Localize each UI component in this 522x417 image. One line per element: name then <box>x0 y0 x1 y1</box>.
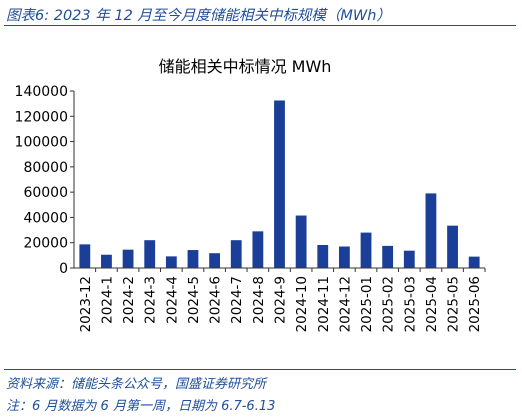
source-note: 资料来源：储能头条公众号，国盛证券研究所 <box>6 377 267 392</box>
title-rule <box>4 25 516 26</box>
bar <box>317 244 329 268</box>
bars-group <box>79 100 480 268</box>
y-axis: 0 20000 40000 60000 80000 100000 120000 140000 <box>15 84 75 277</box>
x-tick-label: 2024-3 <box>143 276 159 324</box>
x-tick-label: 2024-11 <box>316 276 332 332</box>
x-tick-label: 2025-03 <box>402 276 418 332</box>
bar <box>274 100 285 268</box>
y-tick-label: 120000 <box>15 109 68 125</box>
x-tick-label: 2024-4 <box>164 276 180 324</box>
data-remark: 注：6 月数据为 6 月第一周，日期为 6.7-6.13 <box>6 399 276 414</box>
bar <box>360 232 372 268</box>
x-tick-label: 2024-5 <box>186 276 202 324</box>
x-tick-label: 2024-7 <box>229 276 245 324</box>
bar <box>122 249 134 268</box>
bar <box>101 254 112 268</box>
x-tick-label: 2025-02 <box>381 276 397 332</box>
x-tick-label: 2024-12 <box>337 276 353 332</box>
y-tick-label: 20000 <box>23 236 68 252</box>
bar <box>382 245 394 268</box>
y-tick-label: 60000 <box>23 185 68 201</box>
y-tick-label: 40000 <box>23 210 68 226</box>
y-tick-label: 80000 <box>23 160 68 176</box>
y-tick-label: 140000 <box>15 84 68 100</box>
x-tick-label: 2025-01 <box>359 276 375 332</box>
x-tick-label: 2025-05 <box>446 276 462 332</box>
x-axis: 2023-12 2024-1 2024-2 2024-3 2024-4 2024-5 202… <box>74 267 486 332</box>
bar <box>230 240 242 268</box>
bar <box>79 244 91 268</box>
figure-title: 图表6: 2023 年 12 月至今月度储能相关中标规模（MWh） <box>6 8 391 24</box>
x-tick-label: 2023-12 <box>78 276 94 332</box>
x-tick-label: 2024-1 <box>99 276 115 324</box>
chart-title: 储能相关中标情况 MWh <box>159 57 332 76</box>
bar <box>187 250 199 268</box>
x-tick-label: 2024-2 <box>121 276 137 324</box>
bar <box>295 215 307 268</box>
x-tick-label: 2024-10 <box>294 276 310 332</box>
bar <box>165 256 177 268</box>
y-tick-label: 0 <box>59 261 68 277</box>
bar <box>252 231 264 268</box>
bar <box>447 225 458 268</box>
bar <box>403 250 415 268</box>
x-tick-label: 2024-6 <box>208 276 224 324</box>
bar <box>209 253 221 268</box>
y-tick-label: 100000 <box>15 135 68 151</box>
footer-rule <box>4 369 516 370</box>
bar <box>338 246 350 268</box>
x-tick-label: 2024-8 <box>251 276 267 324</box>
x-tick-label: 2025-04 <box>424 276 440 332</box>
bar <box>425 193 437 268</box>
bar <box>144 240 156 268</box>
x-tick-label: 2024-9 <box>273 276 289 324</box>
x-tick-label: 2025-06 <box>467 276 483 332</box>
bar <box>468 256 480 268</box>
bar-chart: 储能相关中标情况 MWh 0 20000 40000 60000 80000 100000… <box>15 57 486 332</box>
